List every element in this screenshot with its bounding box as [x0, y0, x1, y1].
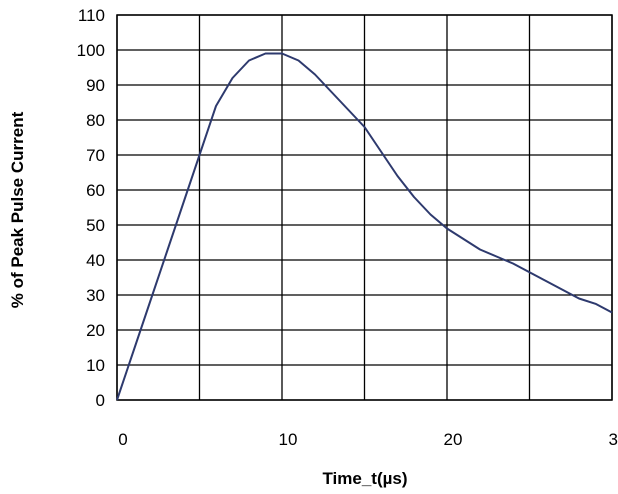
- y-tick-label: 90: [86, 76, 105, 95]
- x-tick-labels: 0 10 20 30: [118, 430, 618, 449]
- y-axis-label: % of Peak Pulse Current: [8, 111, 27, 308]
- x-tick-label: 10: [279, 430, 298, 449]
- series-group: [116, 52, 613, 401]
- grid: [116, 14, 613, 401]
- y-tick-label: 0: [96, 391, 105, 410]
- y-tick-label: 80: [86, 111, 105, 130]
- y-tick-label: 40: [86, 251, 105, 270]
- x-tick-label: 30: [609, 430, 618, 449]
- y-tick-label: 110: [78, 6, 105, 25]
- series-line: [116, 52, 613, 401]
- y-tick-label: 10: [86, 356, 105, 375]
- plot-border: [116, 14, 613, 401]
- x-tick-label: 0: [118, 430, 127, 449]
- y-tick-labels: 0 10 20 30 40 50 60 70 80 90 100 110: [77, 6, 105, 410]
- y-tick-label: 60: [86, 181, 105, 200]
- x-tick-label: 20: [444, 430, 463, 449]
- x-axis-label: Time_t(µs): [322, 469, 407, 488]
- y-tick-label: 100: [77, 41, 105, 60]
- y-tick-label: 70: [86, 146, 105, 165]
- y-tick-label: 20: [86, 321, 105, 340]
- y-tick-label: 30: [86, 286, 105, 305]
- y-tick-label: 50: [86, 216, 105, 235]
